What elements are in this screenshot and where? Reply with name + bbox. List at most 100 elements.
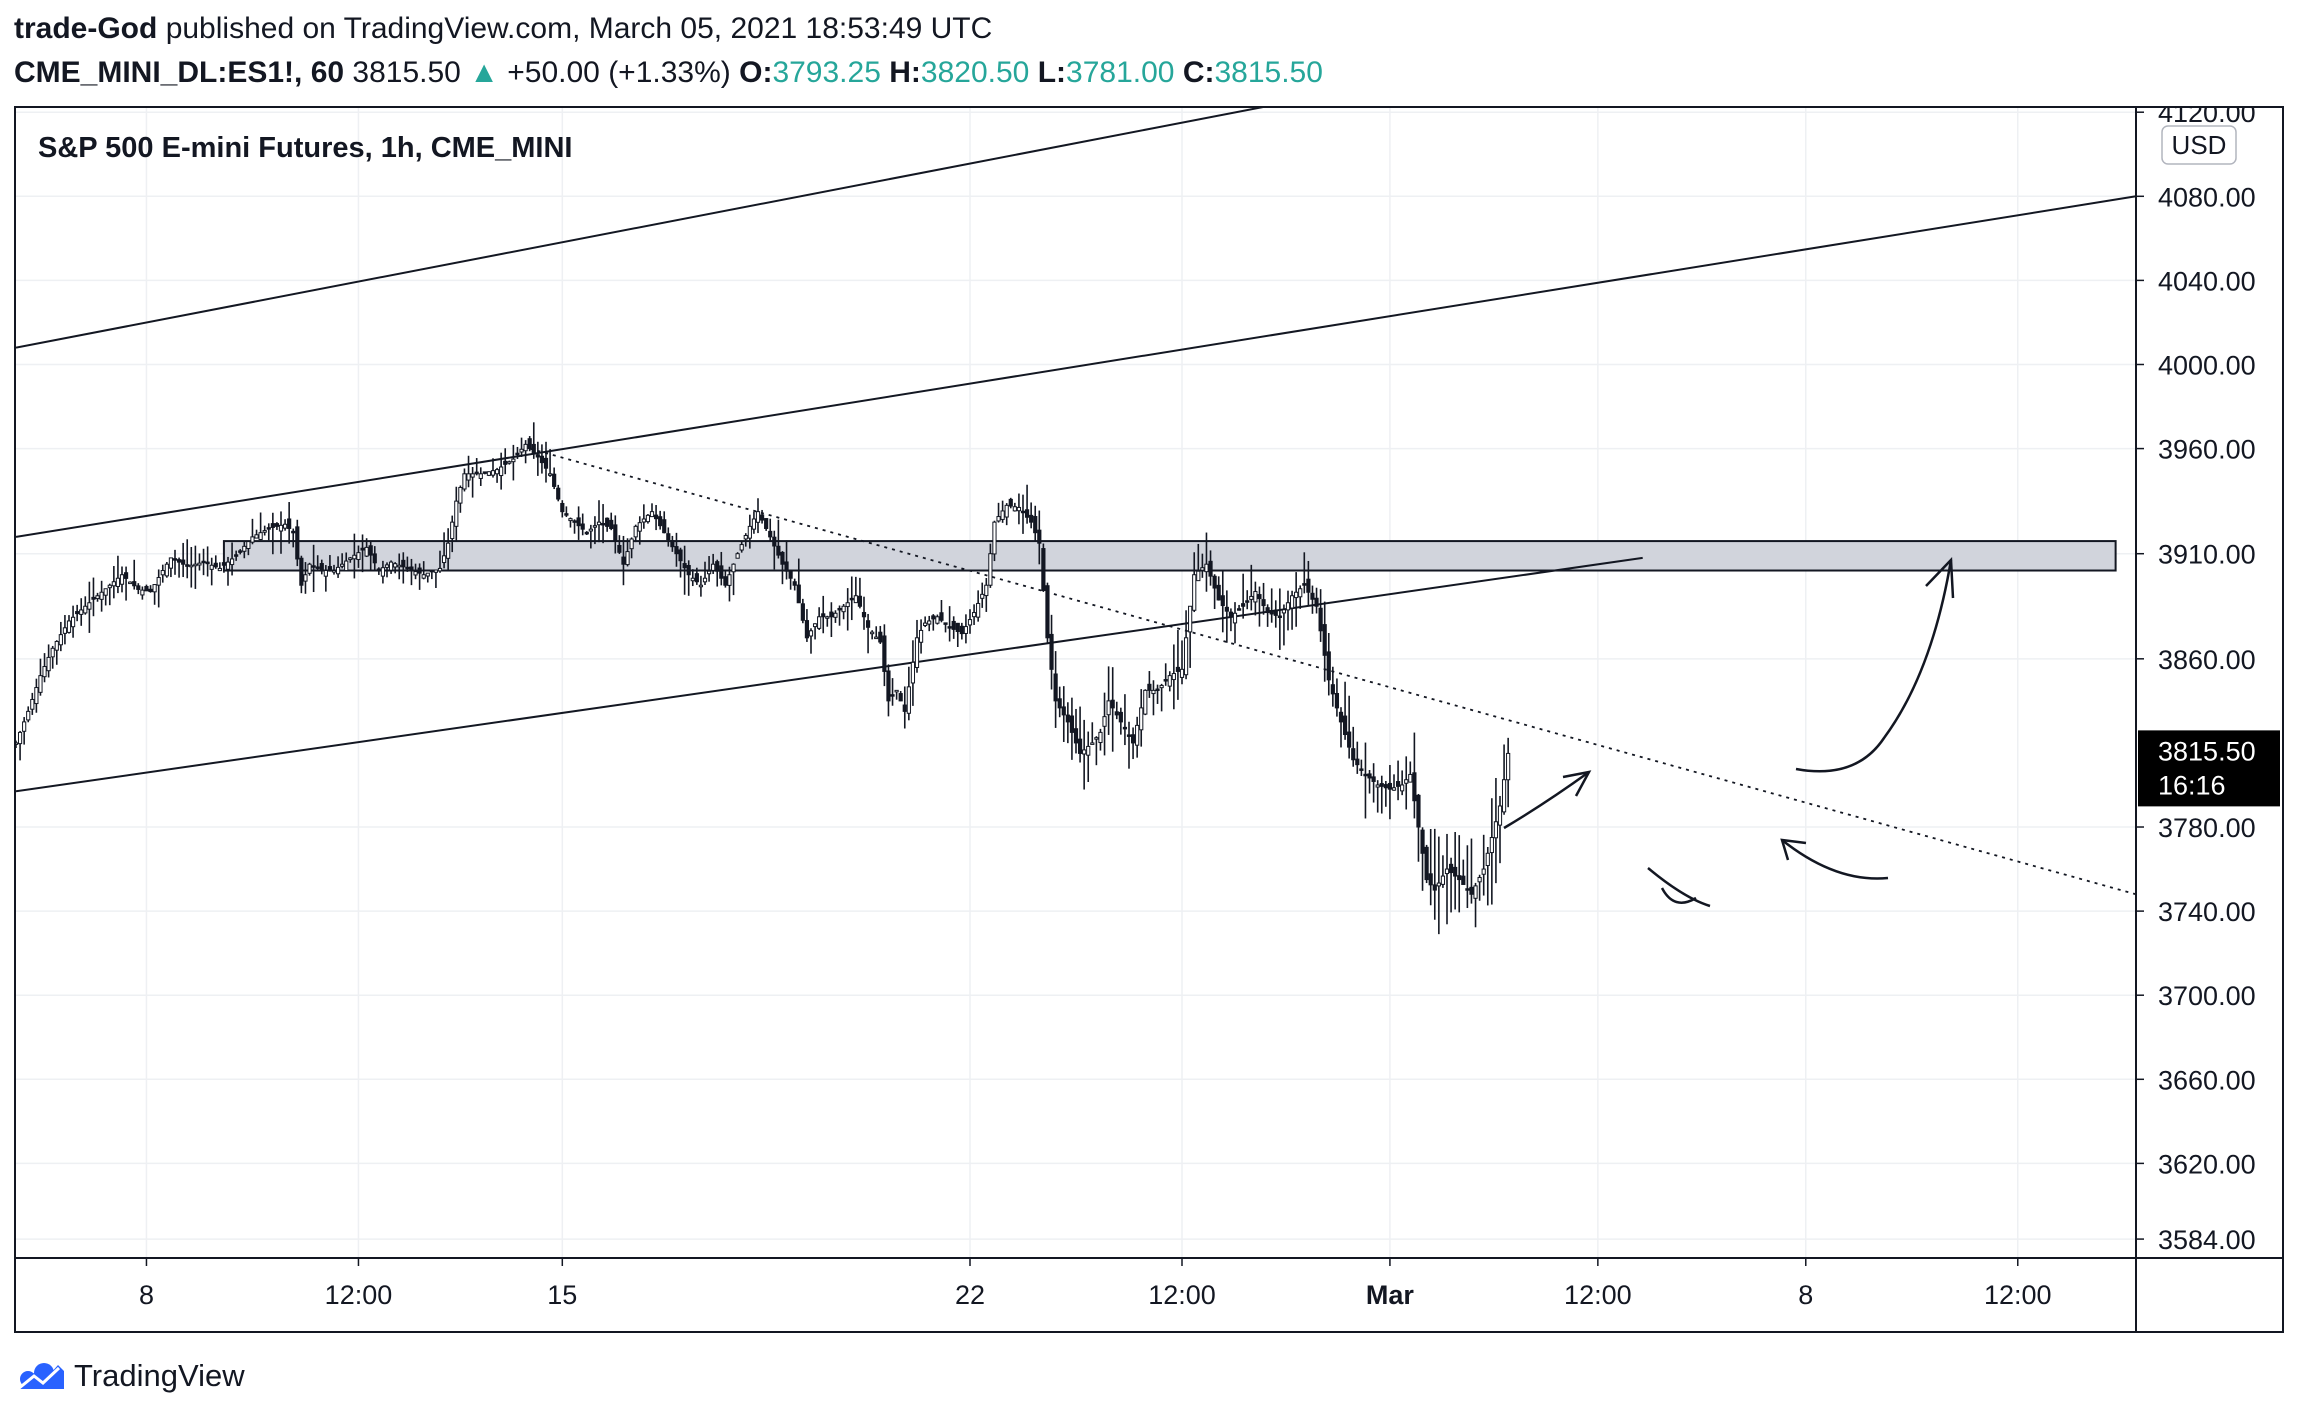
candle-body xyxy=(1342,715,1348,736)
candle-body xyxy=(825,616,830,619)
candle-body xyxy=(425,572,430,577)
candle-body xyxy=(193,563,198,567)
candle-body xyxy=(845,602,850,608)
candle-body xyxy=(849,597,854,601)
candle-body xyxy=(1241,603,1246,607)
candle-body xyxy=(621,556,626,565)
candle-body xyxy=(1298,588,1303,598)
candle-body xyxy=(764,518,769,529)
candle-body xyxy=(808,630,814,637)
candle-body xyxy=(1351,748,1356,761)
candle-body xyxy=(645,514,651,523)
price-tick-label: 3860.00 xyxy=(2158,645,2256,675)
candle-body xyxy=(405,566,410,570)
chart-frame[interactable]: 4120.00 4080.00 4040.00 4000.00 3960.00 3910.… xyxy=(14,106,2284,1333)
candle-body xyxy=(274,523,280,527)
candle-body xyxy=(870,631,875,635)
candle-body xyxy=(1204,563,1209,573)
candle-body xyxy=(1489,837,1494,854)
candle-body xyxy=(205,561,210,565)
candle-body xyxy=(368,545,373,556)
price-tick-label: 3700.00 xyxy=(2158,981,2256,1011)
candle-body xyxy=(1404,779,1409,784)
candle-body xyxy=(1285,602,1291,611)
candle-body xyxy=(132,581,137,587)
last-price-label: 3815.50 xyxy=(2158,736,2256,766)
candle-body xyxy=(658,516,663,527)
candle-body xyxy=(1395,781,1401,787)
candle-body xyxy=(1236,608,1242,611)
candle-body xyxy=(234,554,239,557)
candle-body xyxy=(1457,875,1462,881)
candle-body xyxy=(486,471,492,476)
candle-body xyxy=(1110,699,1115,709)
candle-body xyxy=(1016,506,1022,512)
tradingview-cloud-icon xyxy=(17,1363,64,1391)
candle-body xyxy=(568,518,573,522)
candle-body xyxy=(401,559,406,568)
candle-body xyxy=(1493,821,1499,839)
candle-body xyxy=(959,625,964,635)
high-value: 3820.50 xyxy=(920,56,1030,89)
time-tick-label: 12:00 xyxy=(1148,1280,1216,1310)
candle-body xyxy=(1359,768,1364,771)
candle-body xyxy=(914,637,920,668)
candle-body xyxy=(1033,516,1038,534)
candle-body xyxy=(1387,782,1393,790)
candle-body xyxy=(38,675,43,693)
candle-body xyxy=(1245,600,1250,603)
candle-body xyxy=(1086,745,1091,756)
close-label: C: xyxy=(1182,56,1215,89)
candle-body xyxy=(278,524,284,532)
candle-body xyxy=(535,454,540,458)
price-tick-label: 3960.00 xyxy=(2158,435,2256,465)
candle-body xyxy=(584,531,589,535)
candle-body xyxy=(1212,575,1217,589)
candle-body xyxy=(1249,595,1254,600)
time-tick-label: 12:00 xyxy=(1564,1280,1632,1310)
candle-body xyxy=(160,570,165,576)
candle-body xyxy=(83,605,88,614)
candle-body xyxy=(1061,706,1066,716)
candle-body xyxy=(678,549,683,562)
candle-body xyxy=(1220,595,1225,607)
candle-body xyxy=(1216,584,1221,601)
candle-body xyxy=(331,570,337,573)
candle-body xyxy=(894,689,899,693)
candle-body xyxy=(1436,882,1441,887)
candle-body xyxy=(437,567,443,572)
candle-body xyxy=(1171,673,1176,681)
candle-body xyxy=(1261,599,1266,607)
candle-body xyxy=(450,521,455,540)
candle-body xyxy=(731,563,736,573)
drawn-arrow-left xyxy=(1781,839,1889,880)
candle-body xyxy=(874,636,879,640)
candle-body xyxy=(1461,875,1466,885)
candle-body xyxy=(1196,570,1201,582)
candle-body xyxy=(735,553,740,559)
candle-body xyxy=(698,584,704,588)
candle-body xyxy=(821,613,826,618)
candle-body xyxy=(686,564,691,576)
candle-body xyxy=(580,523,585,530)
footer-brand[interactable]: TradingView xyxy=(14,1358,245,1394)
candle-body xyxy=(1326,651,1331,681)
candle-body xyxy=(413,571,418,576)
candle-body xyxy=(393,563,398,568)
price-chart[interactable]: 4120.00 4080.00 4040.00 4000.00 3960.00 3910.… xyxy=(16,108,2282,1331)
candle-body xyxy=(323,570,328,577)
candle-body xyxy=(1098,731,1103,744)
candle-body xyxy=(1330,684,1335,695)
candle-body xyxy=(1049,633,1054,670)
candle-body xyxy=(156,577,161,586)
candle-body xyxy=(209,564,214,570)
candle-body xyxy=(299,557,304,586)
candle-body xyxy=(482,471,487,474)
candle-body xyxy=(152,584,157,593)
candle-body xyxy=(1265,607,1270,614)
candle-body xyxy=(295,526,300,560)
candle-body xyxy=(42,666,47,678)
author-name[interactable]: trade-God xyxy=(14,12,158,45)
price-tick-label: 4080.00 xyxy=(2158,182,2256,212)
candle-body xyxy=(327,566,333,572)
